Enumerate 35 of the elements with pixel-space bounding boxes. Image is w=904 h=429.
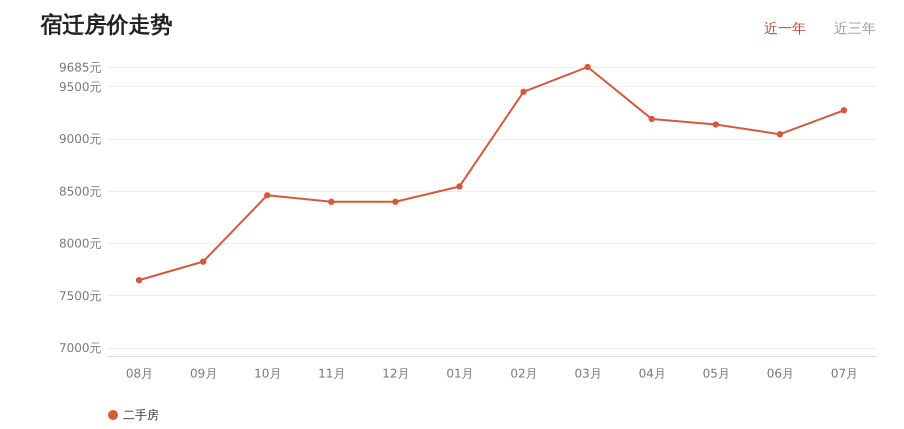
legend-label: 二手房 <box>123 408 159 422</box>
y-tick-label: 7000元 <box>58 341 102 356</box>
text: 近三年 <box>834 21 876 37</box>
point <box>776 131 784 138</box>
x-tick-label: 07月 <box>830 366 858 380</box>
x-tick-label: 06月 <box>766 366 794 380</box>
y-tick-label: 9685元 <box>58 60 102 74</box>
point <box>392 198 399 205</box>
point <box>712 121 719 128</box>
point <box>136 276 142 284</box>
y-tick-label: 7500元 <box>58 288 102 303</box>
x-tick-label: 03月 <box>574 366 602 380</box>
x-tick-label: 10月 <box>254 366 282 380</box>
point <box>520 88 527 95</box>
x-tick-label: 05月 <box>702 366 730 380</box>
text: 近一年 <box>764 21 806 37</box>
point <box>200 258 206 265</box>
y-tick-label: 8000元 <box>58 236 102 251</box>
x-tick-label: 11月 <box>318 366 346 380</box>
point <box>456 183 463 190</box>
point <box>584 64 591 70</box>
point <box>648 116 655 122</box>
x-tick-label: 02月 <box>510 366 538 380</box>
point <box>328 198 334 205</box>
x-tick-label: 08月 <box>126 366 154 380</box>
point <box>840 107 848 114</box>
x-tick-label: 04月 <box>638 366 666 380</box>
point <box>264 192 270 198</box>
x-tick-label: 09月 <box>190 366 218 380</box>
y-tick-label: 9500元 <box>58 80 102 94</box>
x-tick-label: 01月 <box>446 366 474 380</box>
x-tick-label: 12月 <box>382 366 410 380</box>
chart-title: 宿迁房价走势 <box>39 12 172 38</box>
y-tick-label: 8500元 <box>58 184 102 198</box>
y-tick-label: 9000元 <box>58 132 102 146</box>
